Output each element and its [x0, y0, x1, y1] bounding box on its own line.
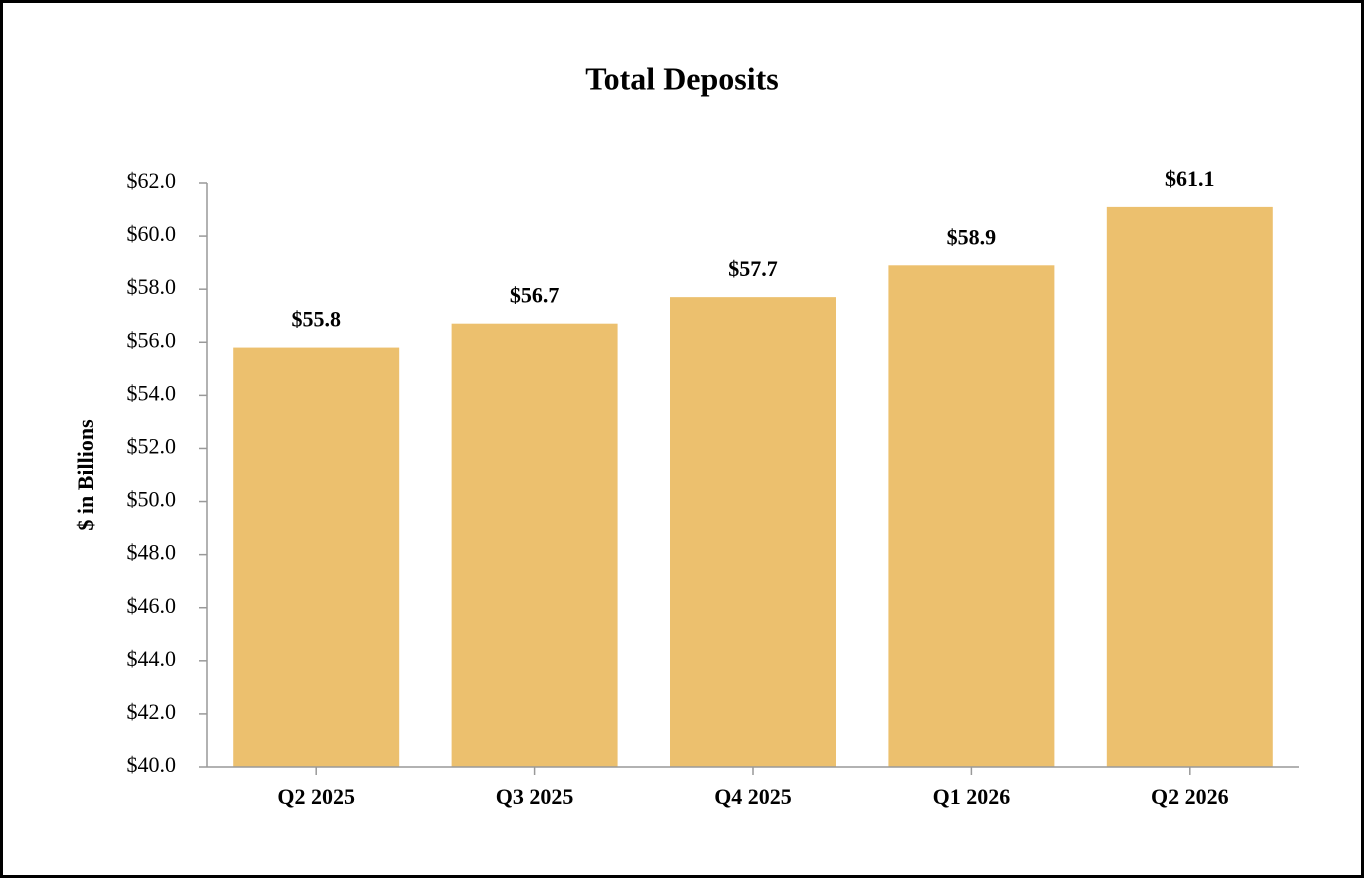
- y-tick-label: $60.0: [127, 221, 177, 246]
- bar: [233, 347, 400, 767]
- value-label: $58.9: [947, 224, 997, 249]
- y-tick-label: $52.0: [127, 434, 177, 459]
- y-tick-label: $54.0: [127, 380, 177, 405]
- bar: [1106, 206, 1273, 767]
- bar: [451, 323, 618, 767]
- bar: [888, 265, 1055, 767]
- y-tick-label: $48.0: [127, 540, 177, 565]
- y-tick-label: $58.0: [127, 274, 177, 299]
- y-tick-label: $50.0: [127, 487, 177, 512]
- y-tick-label: $62.0: [127, 168, 177, 193]
- value-label: $56.7: [510, 283, 560, 308]
- x-tick-label: Q2 2026: [1151, 784, 1229, 809]
- x-tick-label: Q4 2025: [714, 784, 792, 809]
- y-axis-label: $ in Billions: [73, 419, 98, 531]
- x-tick-label: Q3 2025: [496, 784, 574, 809]
- x-tick-label: Q2 2025: [277, 784, 355, 809]
- y-tick-label: $56.0: [127, 327, 177, 352]
- x-tick-label: Q1 2026: [933, 784, 1011, 809]
- y-tick-label: $44.0: [127, 646, 177, 671]
- bar: [670, 297, 836, 767]
- y-tick-label: $46.0: [127, 593, 177, 618]
- value-label: $61.1: [1165, 166, 1215, 191]
- value-label: $55.8: [291, 307, 341, 332]
- value-label: $57.7: [728, 256, 778, 281]
- y-tick-label: $42.0: [127, 699, 177, 724]
- chart-title: Total Deposits: [585, 60, 779, 96]
- y-tick-label: $40.0: [127, 752, 177, 777]
